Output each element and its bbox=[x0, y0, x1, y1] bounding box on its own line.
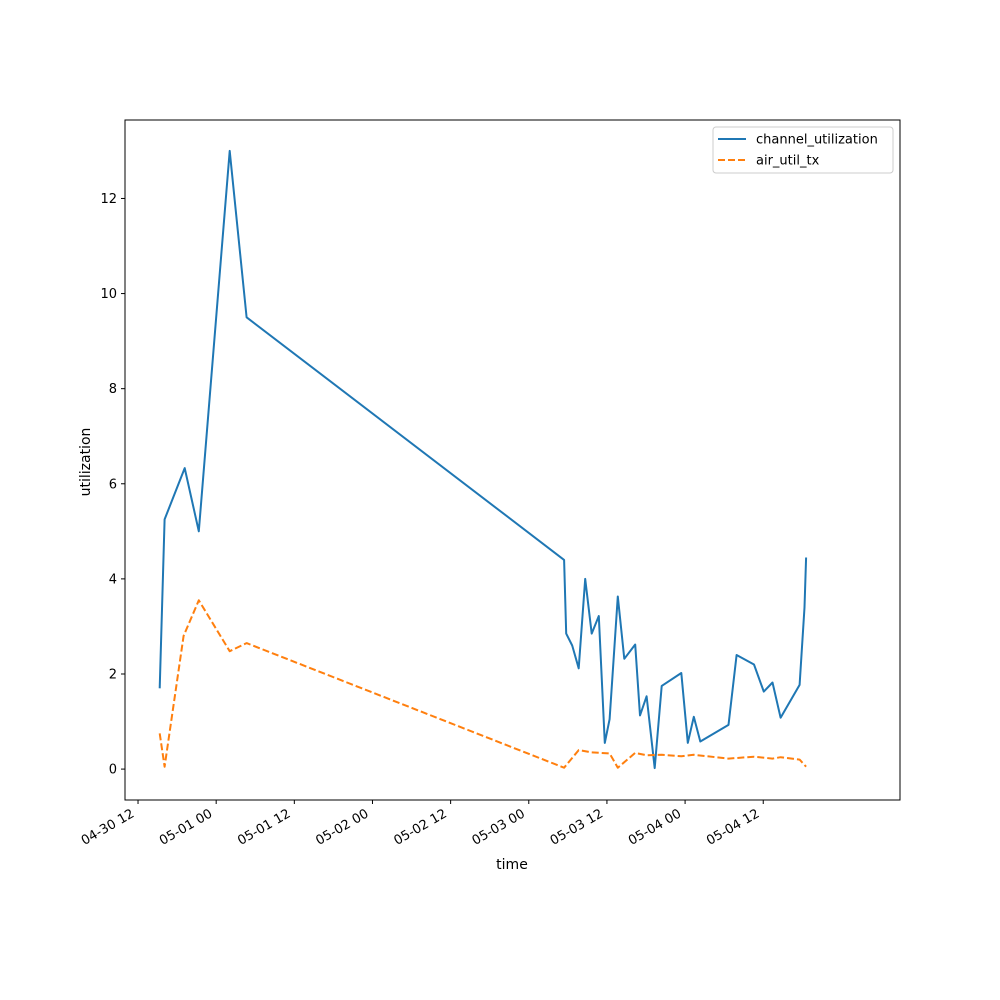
y-tick-label: 4 bbox=[109, 572, 117, 587]
x-tick-label: 04-30 12 bbox=[79, 806, 137, 848]
x-tick-label: 05-04 12 bbox=[704, 806, 762, 848]
series-layer bbox=[158, 149, 808, 770]
legend-box bbox=[712, 126, 894, 174]
x-axis-label: time bbox=[496, 857, 528, 873]
y-tick-label: 2 bbox=[109, 667, 117, 682]
x-tick-label: 05-04 00 bbox=[626, 806, 684, 848]
series-line-channel-utilization bbox=[158, 149, 808, 770]
x-tick-label: 05-02 12 bbox=[392, 806, 450, 848]
y-axis: 0 2 4 6 8 10 12 bbox=[100, 192, 125, 778]
y-tick-label: 10 bbox=[100, 287, 117, 302]
plot-frame bbox=[124, 119, 901, 801]
y-tick-label: 6 bbox=[109, 477, 117, 492]
y-axis-label: utilization bbox=[78, 428, 94, 497]
x-tick-label: 05-02 00 bbox=[313, 806, 371, 848]
x-tick-label: 05-03 12 bbox=[548, 806, 606, 848]
x-tick-label: 05-01 00 bbox=[157, 806, 215, 848]
legend-label: air_util_tx bbox=[756, 154, 820, 169]
y-tick-label: 12 bbox=[100, 192, 117, 207]
x-axis: 04-30 12 05-01 00 05-01 12 05-02 00 05-02 12… bbox=[79, 800, 764, 849]
plot-area bbox=[125, 120, 900, 800]
y-tick-label: 8 bbox=[109, 382, 117, 397]
x-tick-label: 05-03 00 bbox=[470, 806, 528, 848]
legend: channel_utilization air_util_tx bbox=[712, 126, 894, 174]
series-line-air-util-tx bbox=[158, 599, 807, 769]
y-tick-label: 0 bbox=[109, 763, 117, 778]
legend-label: channel_utilization bbox=[756, 133, 878, 148]
x-tick-label: 05-01 12 bbox=[235, 806, 293, 848]
